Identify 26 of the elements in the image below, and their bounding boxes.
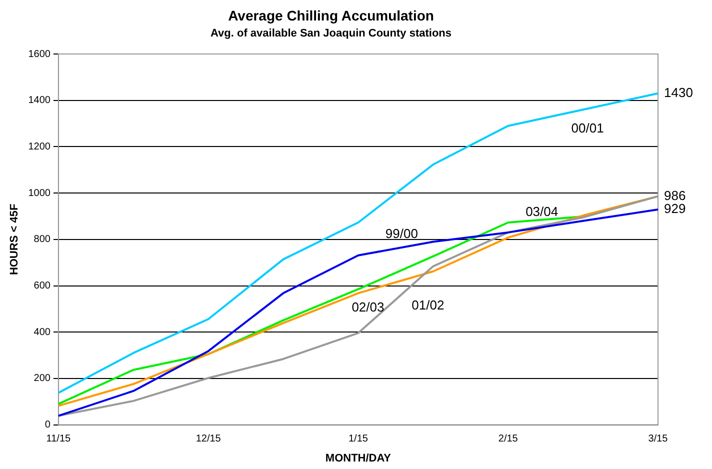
y-tick-label: 0 — [44, 420, 51, 431]
y-tick-label: 600 — [34, 280, 51, 292]
x-tick-label: 2/15 — [498, 434, 518, 445]
chart-subtitle: Avg. of available San Joaquin County stations — [210, 27, 452, 40]
x-tick-label: 3/15 — [648, 434, 668, 445]
series-label: 03/04 — [526, 204, 558, 220]
y-tick-label: 1600 — [28, 48, 51, 60]
x-tick-label: 11/15 — [46, 434, 72, 445]
y-tick-label: 200 — [34, 373, 51, 384]
y-tick-label: 1200 — [28, 141, 51, 152]
series-label: 01/02 — [412, 297, 444, 312]
x-tick-label: 1/15 — [348, 434, 368, 445]
data-label: 1430 — [664, 84, 693, 100]
chart-title: Average Chilling Accumulation — [228, 7, 434, 24]
data-label: 929 — [664, 201, 686, 216]
x-axis-title: MONTH/DAY — [325, 452, 392, 464]
y-tick-label: 800 — [34, 234, 51, 246]
y-tick-label: 1000 — [28, 188, 51, 199]
x-tick-label: 12/15 — [196, 434, 222, 445]
data-label: 986 — [664, 188, 686, 203]
series-label: 99/00 — [385, 226, 418, 241]
y-axis-title: HOURS < 45F — [8, 204, 21, 276]
y-tick-label: 1400 — [28, 95, 51, 106]
y-tick-label: 400 — [34, 326, 51, 338]
series-label: 02/03 — [352, 299, 384, 314]
series-label: 00/01 — [571, 120, 604, 136]
